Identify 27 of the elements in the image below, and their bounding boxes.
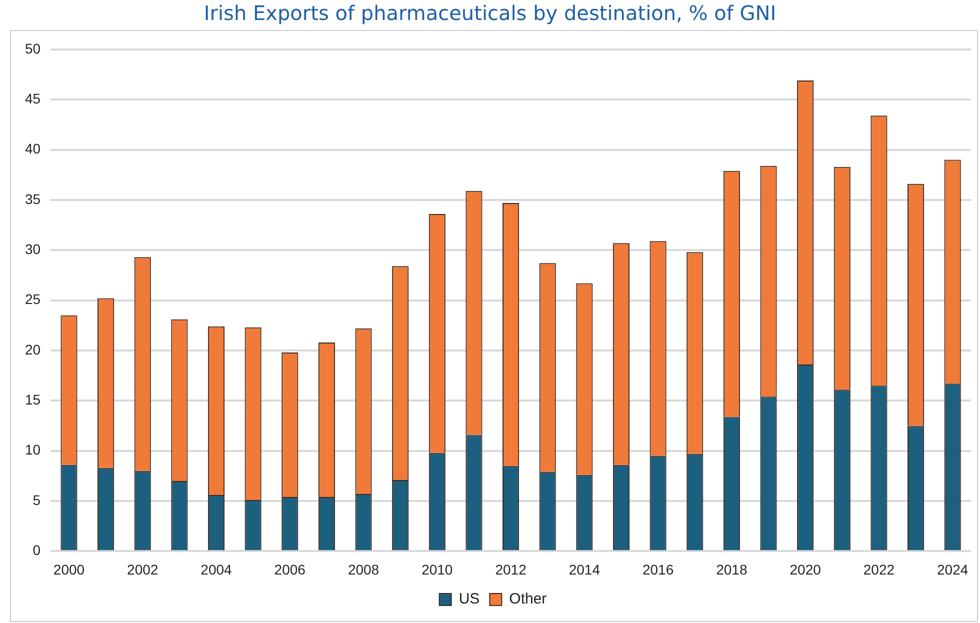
x-tick-label: 2008 (348, 561, 380, 578)
y-tick-label: 45 (24, 90, 41, 106)
x-tick-label: 2022 (863, 561, 895, 578)
chart-title: Irish Exports of pharmaceuticals by destination, % of GNI (202, 0, 778, 26)
x-tick-label: 2018 (716, 561, 748, 578)
y-tick-label: 25 (24, 291, 41, 308)
x-tick-label: 2010 (422, 561, 453, 578)
legend-label: Other (509, 590, 547, 608)
y-tick-label: 50 (24, 40, 41, 56)
x-tick-label: 2012 (495, 561, 527, 578)
x-tick-label: 2020 (790, 561, 822, 578)
y-tick-label: 20 (24, 341, 41, 358)
y-tick-label: 0 (32, 542, 41, 558)
y-tick-label: 10 (24, 442, 41, 458)
y-tick-label: 30 (24, 240, 41, 257)
y-tick-label: 40 (24, 140, 41, 157)
x-tick-label: 2024 (937, 561, 968, 578)
y-tick-label: 5 (32, 492, 41, 508)
x-tick-label: 2016 (642, 561, 674, 578)
x-tick-label: 2004 (200, 561, 232, 578)
x-tick-label: 2014 (568, 561, 600, 578)
x-tick-label: 2002 (127, 561, 158, 578)
x-tick-label: 2000 (53, 561, 85, 578)
y-tick-label: 15 (24, 392, 41, 408)
legend-label: US (458, 590, 480, 608)
y-tick-label: 35 (24, 190, 41, 207)
x-tick-label: 2006 (274, 561, 306, 578)
